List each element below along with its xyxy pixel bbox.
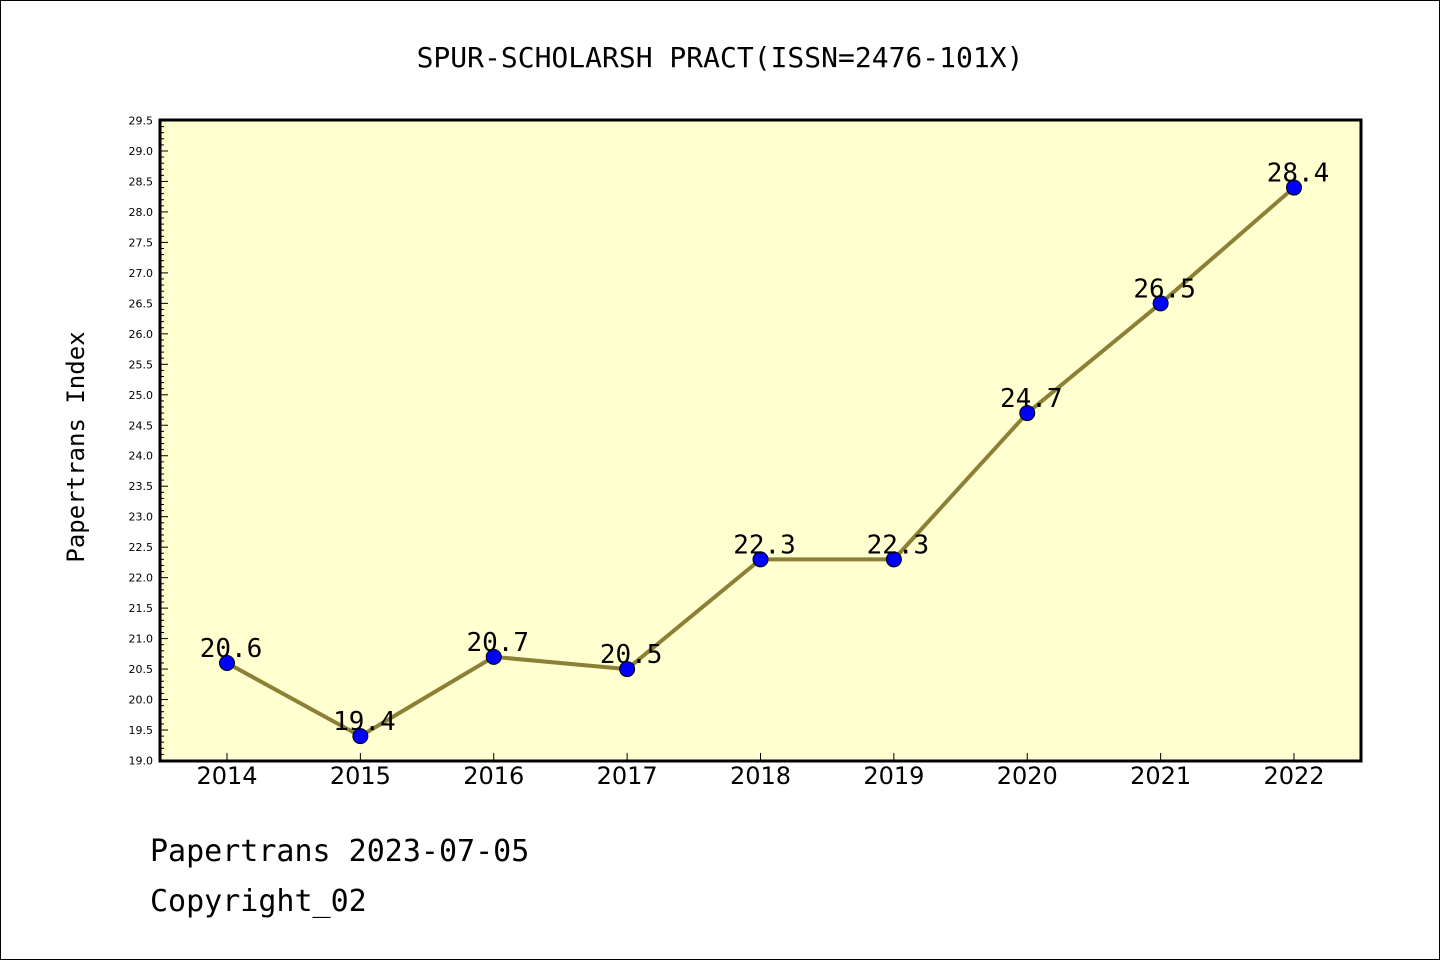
- data-markers: [219, 179, 1302, 745]
- chart-title: SPUR-SCHOLARSH PRACT(ISSN=2476-101X): [417, 41, 1024, 74]
- y-axis-ticks: 19.0 19.5 20.0 20.5 21.0 21.5 22.0 22.5 23.0 23.5…: [129, 115, 168, 768]
- y-tick-label: 19.5: [129, 724, 154, 737]
- y-tick-label: 27.5: [129, 236, 154, 249]
- data-label: 20.7: [466, 628, 529, 658]
- y-tick-label: 22.5: [129, 541, 154, 554]
- data-label: 24.7: [1000, 384, 1063, 414]
- data-labels: 20.6 19.4 20.7 20.5 22.3 22.3 24.7 26.5 28.4: [200, 159, 1330, 738]
- data-point: [352, 728, 369, 745]
- data-label: 28.4: [1267, 159, 1330, 189]
- x-tick-label: 2019: [863, 762, 924, 790]
- y-tick-label: 27.0: [129, 267, 154, 280]
- data-label: 20.6: [200, 634, 263, 664]
- data-point: [1286, 179, 1302, 196]
- y-axis-label: Papertrans Index: [62, 331, 90, 562]
- footer-copyright: Copyright_02: [150, 884, 367, 919]
- data-point: [1019, 405, 1036, 422]
- x-tick-label: 2022: [1263, 762, 1324, 790]
- data-label: 19.4: [333, 707, 396, 737]
- x-axis-ticks: 2014 2015 2016 2017 2018 2019 2020 2021 2022: [196, 753, 1325, 790]
- y-tick-label: 24.0: [129, 450, 154, 463]
- y-tick-label: 20.0: [129, 694, 154, 707]
- x-tick-label: 2016: [463, 762, 524, 790]
- plot-border: [158, 118, 1363, 763]
- data-point: [1152, 295, 1169, 312]
- footer-date: Papertrans 2023-07-05: [150, 834, 530, 869]
- y-tick-label: 26.0: [129, 328, 154, 341]
- x-tick-label: 2017: [597, 762, 658, 790]
- x-tick-label: 2015: [330, 762, 391, 790]
- x-tick-label: 2018: [730, 762, 791, 790]
- data-point: [219, 654, 235, 671]
- y-tick-label: 29.0: [129, 145, 154, 158]
- data-point: [619, 661, 636, 678]
- data-point: [485, 648, 502, 665]
- y-tick-label: 25.5: [129, 358, 154, 371]
- data-point: [885, 551, 902, 568]
- y-tick-label: 25.0: [129, 389, 154, 402]
- plot-area: [160, 120, 1361, 761]
- y-tick-label: 26.5: [129, 297, 154, 310]
- data-label: 26.5: [1133, 274, 1196, 304]
- y-tick-label: 21.0: [129, 633, 154, 646]
- y-tick-label: 23.5: [129, 480, 154, 493]
- data-label: 20.5: [600, 640, 663, 670]
- x-tick-label: 2014: [196, 762, 257, 790]
- data-label: 22.3: [867, 530, 930, 560]
- y-tick-label: 24.5: [129, 419, 154, 432]
- data-point: [752, 551, 769, 568]
- y-tick-label: 19.0: [129, 755, 154, 768]
- y-tick-label: 21.5: [129, 602, 154, 615]
- y-tick-label: 28.5: [129, 175, 154, 188]
- y-tick-label: 22.0: [129, 572, 154, 585]
- y-tick-label: 28.0: [129, 206, 154, 219]
- y-tick-label: 20.5: [129, 663, 154, 676]
- x-tick-label: 2020: [997, 762, 1058, 790]
- y-tick-label: 23.0: [129, 511, 154, 524]
- x-tick-label: 2021: [1130, 762, 1191, 790]
- data-label: 22.3: [733, 530, 796, 560]
- y-tick-label: 29.5: [129, 115, 154, 128]
